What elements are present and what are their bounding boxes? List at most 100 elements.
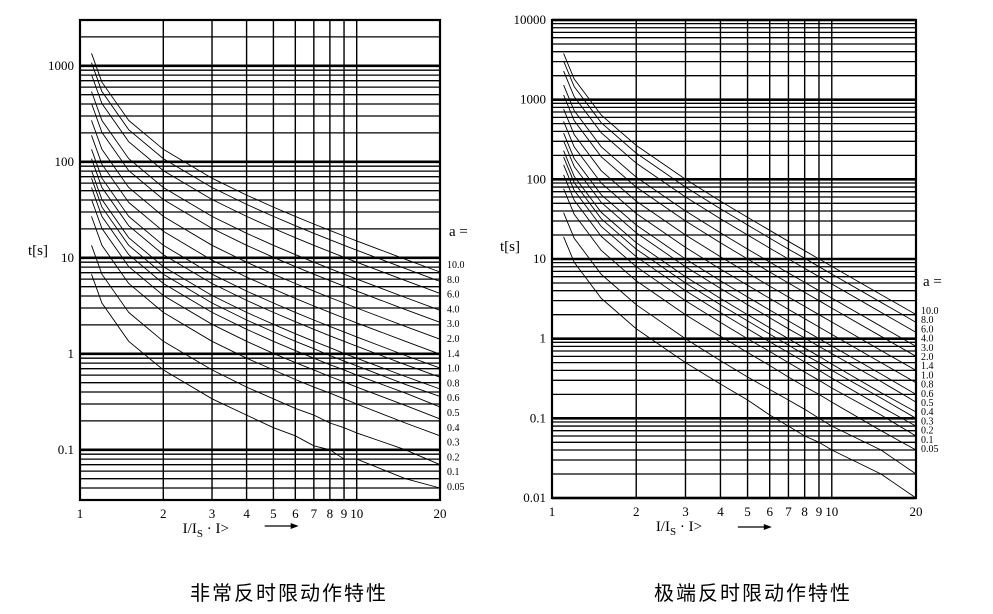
series-label: 1.4 [921, 361, 934, 372]
series-line-0.2 [91, 216, 441, 437]
legend-title: a = [923, 274, 942, 290]
series-line-0.05 [563, 236, 917, 499]
series-label: 3.0 [447, 319, 460, 330]
series-line-10.0 [563, 53, 917, 315]
series-line-0.3 [563, 174, 917, 437]
series-line-1.0 [91, 149, 441, 369]
series-label: 8.0 [447, 275, 460, 286]
series-line-0.4 [91, 187, 441, 408]
series-line-6.0 [91, 74, 441, 294]
series-line-1.4 [91, 135, 441, 355]
x-axis-label: I/IS · I> [183, 521, 229, 540]
series-label: 0.8 [921, 380, 934, 391]
x-tick-label: 6 [766, 504, 773, 519]
x-tick-label: 2 [160, 506, 167, 521]
chart-very-inverse: 10.0 8.0 6.0 4.0 3.0 2.0 1.4 1.0 0.8 0.6 0.5 0.4 0.3… [28, 18, 468, 540]
series-line-3.0 [91, 103, 441, 323]
series-line-0.8 [91, 158, 441, 378]
series-line-3.0 [563, 94, 917, 357]
x-tick-label: 9 [816, 504, 823, 519]
y-tick-label: 1 [68, 346, 75, 361]
grid [80, 19, 440, 501]
plot-frame [550, 18, 918, 500]
grid [552, 18, 916, 500]
series-label: 4.0 [921, 334, 934, 345]
series-label: 4.0 [447, 304, 460, 315]
series-line-1.4 [563, 121, 917, 384]
x-tick-label: 8 [801, 504, 808, 519]
series-label: 2.0 [447, 334, 460, 345]
caption-right: 极端反时限动作特性 [654, 581, 852, 605]
series-line-0.05 [91, 274, 441, 489]
series-label: 0.3 [447, 438, 460, 449]
series-line-8.0 [563, 60, 917, 323]
x-tick-label: 10 [350, 506, 363, 521]
series-label: 0.4 [921, 407, 934, 418]
y-tick-label: 10 [533, 251, 546, 266]
series-line-0.6 [91, 170, 441, 390]
series-label: 0.4 [447, 423, 460, 434]
x-tick-label: 3 [209, 506, 216, 521]
series-line-10.0 [91, 53, 441, 273]
x-axis-arrowhead [763, 524, 772, 530]
caption-left: 非常反时限动作特性 [190, 581, 388, 605]
series-line-0.5 [91, 178, 441, 397]
series-line-0.1 [563, 212, 917, 475]
x-tick-label: 4 [243, 506, 250, 521]
y-tick-label: 1000 [48, 58, 74, 73]
x-axis-label: I/IS · I> [656, 519, 702, 538]
series-labels: 10.08.06.04.03.02.01.41.00.80.60.50.40.3… [921, 306, 939, 455]
x-tick-label: 5 [270, 506, 277, 521]
series-label: 0.5 [921, 398, 934, 409]
series-line-0.5 [563, 156, 917, 419]
x-tick-label: 1 [549, 504, 556, 519]
series-label: 0.6 [447, 393, 460, 404]
series-line-1.0 [563, 132, 917, 395]
series-labels: 10.08.06.04.03.02.01.41.00.80.60.50.40.3… [447, 260, 465, 493]
y-tick-label: 0.01 [523, 490, 546, 505]
x-tick-label: 8 [327, 506, 334, 521]
y-tick-label: 1 [540, 331, 547, 346]
y-tick-label: 10000 [514, 12, 547, 27]
y-tick-label: 1000 [520, 92, 546, 107]
y-axis-label: t[s] [500, 239, 520, 255]
series-label: 0.2 [447, 452, 460, 463]
x-tick-label: 20 [910, 504, 923, 519]
series-label: 6.0 [447, 290, 460, 301]
curves [91, 53, 441, 489]
x-tick-label: 1 [77, 506, 84, 521]
series-label: 0.3 [921, 416, 934, 427]
series-label: 8.0 [921, 315, 934, 326]
x-tick-label: 2 [633, 504, 640, 519]
x-tick-label: 6 [292, 506, 299, 521]
series-label: 2.0 [921, 352, 934, 363]
x-tick-label: 7 [785, 504, 792, 519]
x-tick-label: 5 [744, 504, 751, 519]
series-label: 10.0 [921, 306, 939, 317]
series-line-4.0 [91, 91, 441, 311]
series-label: 3.0 [921, 343, 934, 354]
series-line-0.4 [563, 164, 917, 427]
plot-frame [78, 18, 442, 502]
x-tick-label: 20 [434, 506, 447, 521]
series-line-2.0 [563, 108, 917, 371]
series-label: 6.0 [921, 324, 934, 335]
x-tick-label: 9 [341, 506, 348, 521]
series-label: 0.6 [921, 389, 934, 400]
y-axis-label: t[s] [28, 243, 48, 259]
series-label: 1.4 [447, 349, 460, 360]
y-tick-label: 10 [61, 250, 74, 265]
y-tick-label: 100 [527, 171, 547, 186]
series-label: 0.1 [921, 435, 934, 446]
series-line-0.1 [91, 245, 441, 466]
series-label: 1.0 [921, 370, 934, 381]
series-label: 0.05 [921, 444, 939, 455]
series-line-4.0 [563, 84, 917, 347]
series-label: 0.2 [921, 426, 934, 437]
series-line-0.3 [91, 199, 441, 420]
x-tick-label: 10 [825, 504, 838, 519]
series-line-0.6 [563, 150, 917, 413]
series-label: 0.8 [447, 378, 460, 389]
series-label: 0.5 [447, 408, 460, 419]
